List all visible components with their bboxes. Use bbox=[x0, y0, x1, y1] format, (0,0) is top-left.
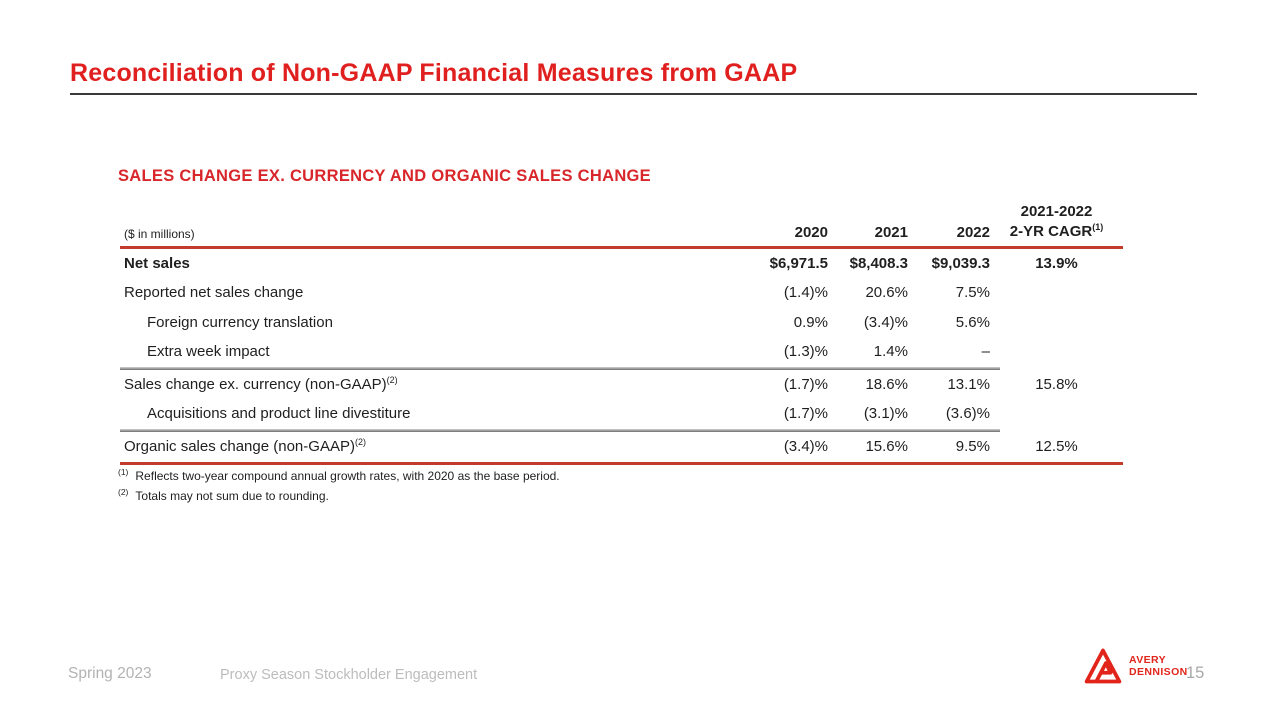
section-heading: SALES CHANGE EX. CURRENCY AND ORGANIC SA… bbox=[118, 167, 651, 185]
row-value-2022: – bbox=[981, 343, 990, 361]
footnote-ref-2: (2) bbox=[354, 436, 366, 447]
row-label: Net sales bbox=[124, 254, 190, 272]
footnote-ref-1: (1) bbox=[1092, 221, 1104, 232]
page-number: 15 bbox=[1186, 664, 1205, 682]
cagr-header-line1: 2021-2022 bbox=[1020, 203, 1093, 220]
row-label: Sales change ex. currency (non-GAAP)(2) bbox=[124, 374, 398, 393]
row-value-2021: $8,408.3 bbox=[849, 254, 908, 272]
row-label: Acquisitions and product line divestitur… bbox=[147, 405, 411, 423]
row-label: Foreign currency translation bbox=[147, 313, 333, 331]
row-value-2022: 9.5% bbox=[955, 437, 990, 455]
row-value-2021: 1.4% bbox=[873, 343, 908, 361]
table-row-extra-week-impact: Extra week impact (1.3)% 1.4% – bbox=[120, 337, 1123, 367]
footnote-1: (1) Reflects two-year compound annual gro… bbox=[118, 467, 560, 483]
subtotal-separator bbox=[120, 366, 1000, 370]
cagr-header-line2: 2-YR CAGR(1) bbox=[1009, 221, 1104, 240]
footer-date: Spring 2023 bbox=[68, 665, 152, 682]
row-value-cagr: 15.8% bbox=[1035, 375, 1078, 393]
row-value-2022: $9,039.3 bbox=[931, 254, 990, 272]
row-value-2021: 18.6% bbox=[865, 375, 908, 393]
avery-dennison-triangle-icon bbox=[1084, 648, 1122, 684]
page-title: Reconciliation of Non-GAAP Financial Mea… bbox=[70, 59, 798, 87]
row-label: Reported net sales change bbox=[124, 284, 304, 302]
row-value-2022: 7.5% bbox=[955, 284, 990, 302]
row-value-2020: (1.7)% bbox=[783, 375, 828, 393]
row-label: Organic sales change (non-GAAP)(2) bbox=[124, 436, 366, 455]
table-row-reported-net-sales-change: Reported net sales change (1.4)% 20.6% 7… bbox=[120, 278, 1123, 308]
table-row-foreign-currency-translation: Foreign currency translation 0.9% (3.4)%… bbox=[120, 308, 1123, 338]
table-row-organic-sales-change: Organic sales change (non-GAAP)(2) (3.4)… bbox=[120, 432, 1123, 462]
row-value-2020: (1.3)% bbox=[783, 343, 828, 361]
footnotes: (1) Reflects two-year compound annual gro… bbox=[118, 467, 560, 509]
column-header-2020: 2020 bbox=[794, 224, 828, 241]
row-value-2020: $6,971.5 bbox=[769, 254, 828, 272]
footnote-ref-2: (2) bbox=[386, 374, 398, 385]
table-bottom-rule bbox=[120, 462, 1123, 465]
row-value-cagr: 12.5% bbox=[1035, 437, 1078, 455]
row-value-2021: 20.6% bbox=[865, 284, 908, 302]
row-value-2020: (1.7)% bbox=[783, 405, 828, 423]
row-value-2021: (3.1)% bbox=[863, 405, 908, 423]
table-row-sales-change-ex-currency: Sales change ex. currency (non-GAAP)(2) … bbox=[120, 370, 1123, 400]
row-value-2022: (3.6)% bbox=[945, 405, 990, 423]
column-header-cagr: 2021-2022 2-YR CAGR(1) bbox=[990, 202, 1123, 241]
row-value-2020: (3.4)% bbox=[783, 437, 828, 455]
row-label: Extra week impact bbox=[147, 343, 270, 361]
footnote-2: (2) Totals may not sum due to rounding. bbox=[118, 487, 329, 503]
unit-label: ($ in millions) bbox=[124, 227, 195, 241]
row-value-2020: (1.4)% bbox=[783, 284, 828, 302]
table-row-net-sales: Net sales $6,971.5 $8,408.3 $9,039.3 13.… bbox=[120, 249, 1123, 279]
avery-dennison-wordmark: AVERY DENNISON bbox=[1129, 653, 1188, 678]
row-value-2020: 0.9% bbox=[793, 313, 828, 331]
avery-dennison-logo: AVERY DENNISON bbox=[1081, 645, 1188, 687]
row-value-2022: 5.6% bbox=[955, 313, 990, 331]
row-value-2021: 15.6% bbox=[865, 437, 908, 455]
row-value-cagr: 13.9% bbox=[1035, 254, 1078, 272]
row-value-2021: (3.4)% bbox=[863, 313, 908, 331]
subtotal-separator bbox=[120, 428, 1000, 432]
title-underline bbox=[70, 93, 1197, 95]
table-header-row: ($ in millions) 2020 2021 2022 2021-2022… bbox=[120, 202, 1123, 246]
reconciliation-table: ($ in millions) 2020 2021 2022 2021-2022… bbox=[120, 202, 1123, 465]
column-header-2022: 2022 bbox=[956, 224, 990, 241]
header-rule bbox=[120, 246, 1123, 249]
footer-presentation-title: Proxy Season Stockholder Engagement bbox=[220, 667, 478, 683]
row-value-2022: 13.1% bbox=[947, 375, 990, 393]
column-header-2021: 2021 bbox=[874, 224, 908, 241]
table-row-acquisitions-divestiture: Acquisitions and product line divestitur… bbox=[120, 399, 1123, 429]
